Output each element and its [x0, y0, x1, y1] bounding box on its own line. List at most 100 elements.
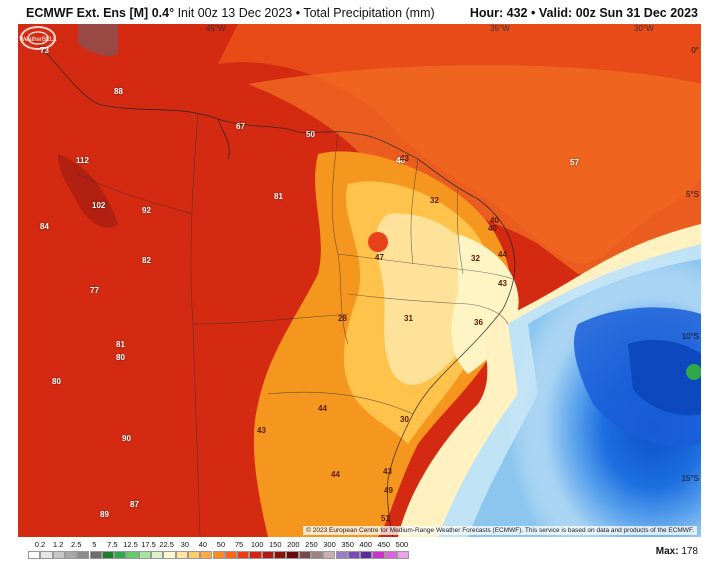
legend-swatch: [187, 551, 201, 559]
lon-label: 30°W: [634, 24, 654, 33]
map-value: 77: [90, 286, 99, 295]
legend-tick: 75: [234, 540, 244, 549]
map-value: 90: [122, 434, 131, 443]
legend-swatch: [28, 551, 41, 559]
map-value: 80: [116, 353, 125, 362]
coastline: [37, 43, 516, 537]
legend-swatch: [372, 551, 385, 559]
legend-tick: 5: [92, 540, 97, 549]
legend-swatch: [335, 551, 348, 559]
legend-tick: 200: [287, 540, 300, 549]
map-value: 43: [383, 467, 392, 476]
legend-swatch: [224, 551, 238, 559]
map-value: 88: [114, 87, 123, 96]
ecmwf-credit: © 2023 European Centre for Medium-Range …: [303, 526, 697, 535]
lat-label: 5°S: [686, 190, 699, 199]
map-value: 43: [400, 154, 409, 163]
legend-tick: 450: [377, 540, 391, 549]
legend-swatch: [261, 551, 274, 559]
legend-swatch: [200, 551, 213, 559]
lat-label: 10°S: [681, 332, 699, 341]
map-value: 81: [274, 192, 283, 201]
map-value: 80: [52, 377, 61, 386]
map-value: 40: [488, 224, 497, 233]
legend-swatch: [114, 551, 127, 559]
map-value: 49: [384, 486, 393, 495]
legend-swatch: [151, 551, 164, 559]
legend-swatch: [397, 551, 410, 559]
map-value: 47: [375, 253, 384, 262]
legend-swatch: [360, 551, 373, 559]
map-value: 102: [92, 201, 106, 210]
map-value: 67: [236, 122, 245, 131]
legend-swatch: [138, 551, 151, 559]
map-value: 31: [404, 314, 413, 323]
precip-field: [18, 24, 701, 537]
legend-swatch: [89, 551, 102, 559]
legend-tick: 100: [250, 540, 264, 549]
map-value: 44: [498, 250, 507, 259]
map-value: 84: [40, 222, 49, 231]
legend-swatch: [237, 551, 250, 559]
max-label: Max:: [655, 546, 679, 557]
map-value: 82: [142, 256, 151, 265]
header-bar: ECMWF Ext. Ens [M] 0.4° Init 00z 13 Dec …: [0, 0, 720, 24]
legend-swatch: [249, 551, 262, 559]
legend-swatch: [286, 551, 299, 559]
legend-swatch: [310, 551, 324, 559]
legend-swatch: [163, 551, 176, 559]
lat-label: 15°S: [681, 474, 699, 483]
legend-swatch: [101, 551, 115, 559]
map-value: 32: [471, 254, 480, 263]
legend-tick: 0.2: [34, 540, 46, 549]
legend-swatch: [77, 551, 90, 559]
map-value: 44: [318, 404, 327, 413]
precipitation-map: 73 88 67 50 48 57 112 102 92 84 81 82 77…: [18, 24, 701, 537]
legend-tick: 150: [268, 540, 282, 549]
map-value: 81: [116, 340, 125, 349]
map-value: 48: [396, 156, 405, 165]
map-value: 44: [331, 470, 340, 479]
map-value: 87: [130, 500, 139, 509]
legend-tick: 250: [305, 540, 318, 549]
legend-tick: 500: [395, 540, 409, 549]
map-value: 43: [257, 426, 266, 435]
hour-value: 432: [506, 6, 528, 20]
separator: •: [295, 6, 301, 20]
field-name: Total Precipitation (mm): [303, 6, 435, 20]
map-value: 89: [100, 510, 109, 519]
map-value: 92: [142, 206, 151, 215]
legend-swatch: [384, 551, 397, 559]
map-value: 28: [338, 314, 347, 323]
map-value: 40: [490, 216, 499, 225]
legend-tick: 12.5: [123, 540, 138, 549]
map-value: 32: [430, 196, 439, 205]
legend-tick: 50: [216, 540, 226, 549]
legend-tick: 300: [323, 540, 336, 549]
logo-text: WeatherBELL: [19, 37, 57, 43]
legend-tick: 22.5: [159, 540, 174, 549]
state-borders: [77, 113, 514, 537]
weatherbell-logo: WeatherBELL: [19, 26, 57, 50]
map-value: 51: [381, 514, 390, 523]
map-value: 36: [474, 318, 483, 327]
legend-swatch: [298, 551, 311, 559]
legend-tick: 30: [180, 540, 189, 549]
max-value: Max: 178: [656, 546, 698, 557]
legend-tick: 40: [198, 540, 208, 549]
map-value: 112: [76, 156, 89, 165]
header-right: Hour: 432 • Valid: 00z Sun 31 Dec 2023: [470, 6, 698, 20]
legend-tick: 7.5: [107, 540, 118, 549]
legend-swatch: [175, 551, 188, 559]
legend-tick: 17.5: [141, 540, 156, 549]
legend-swatch: [64, 551, 78, 559]
map-value: 57: [570, 158, 579, 167]
lat-label: 0°: [691, 46, 699, 55]
legend-swatch: [274, 551, 287, 559]
hour-label: Hour:: [469, 6, 504, 20]
legend-swatch: [52, 551, 65, 559]
legend-swatch: [347, 551, 361, 559]
legend-swatch: [323, 551, 336, 559]
map-value: 73: [40, 46, 49, 55]
init-time: Init 00z 13 Dec 2023: [177, 6, 293, 20]
